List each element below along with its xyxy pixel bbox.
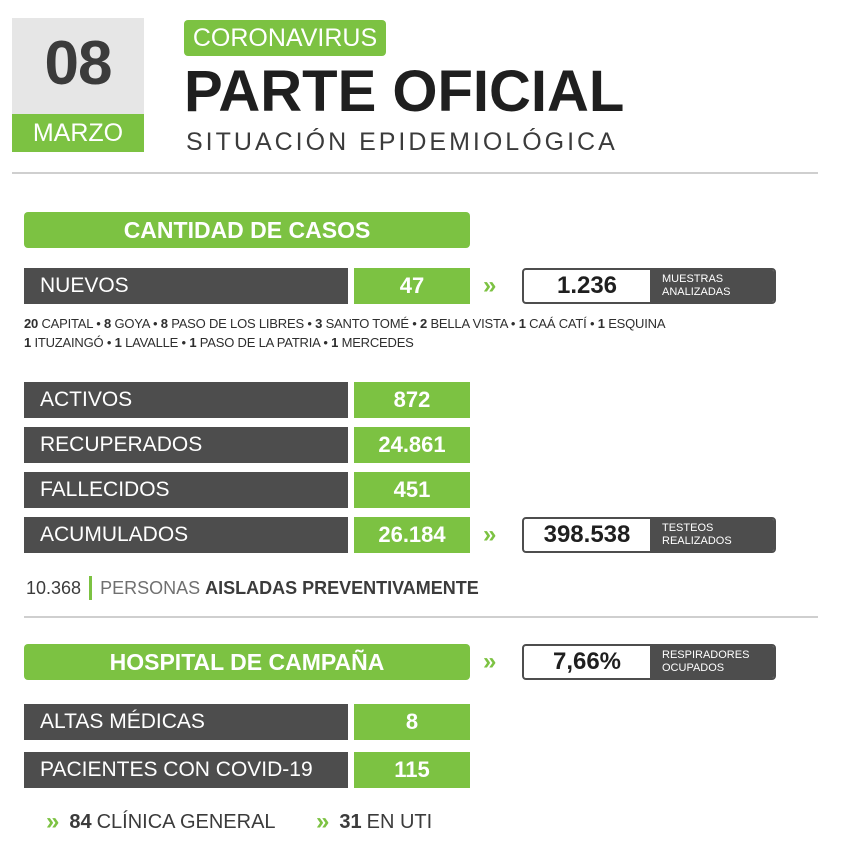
row-value-recuperados: 24.861 xyxy=(354,427,470,463)
breakdown-separator: • xyxy=(149,316,161,331)
double-chevron-right-icon: » xyxy=(483,521,497,548)
testeos-value: 398.538 xyxy=(543,521,631,548)
breakdown-separator: • xyxy=(507,316,519,331)
aisladas-separator xyxy=(89,576,93,600)
row-label-activos: ACTIVOS xyxy=(24,382,348,418)
breakdown-count: 2 xyxy=(420,316,431,331)
double-chevron-right-icon: » xyxy=(483,648,497,675)
muestras-label-1: MUESTRAS xyxy=(662,273,724,285)
row-value-pacientes: 115 xyxy=(354,752,470,788)
aisladas-value: 10.368 xyxy=(26,577,82,598)
uti-label: EN UTI xyxy=(366,810,433,833)
breakdown-place: BELLA VISTA xyxy=(430,316,508,331)
row-value-nuevos: 47 xyxy=(354,268,470,304)
breakdown-count: 1 xyxy=(597,316,609,331)
breakdown-place: LAVALLE xyxy=(125,335,179,350)
testeos-label: TESTEOS REALIZADOS xyxy=(650,519,774,551)
clinica-label: CLÍNICA GENERAL xyxy=(96,810,276,833)
breakdown-count: 1 xyxy=(114,335,126,350)
row-label-fallecidos: FALLECIDOS xyxy=(24,472,348,508)
respiradores-value: 7,66% xyxy=(552,648,622,675)
breakdown-count: 20 xyxy=(24,316,42,331)
breakdown-count: 1 xyxy=(24,335,35,350)
page-subtitle: SITUACIÓN EPIDEMIOLÓGICA xyxy=(186,128,618,156)
double-chevron-right-icon: » xyxy=(316,808,330,835)
date-day: 08 xyxy=(44,29,113,98)
page-title: PARTE OFICIAL xyxy=(184,59,625,124)
muestras-label-2: ANALIZADAS xyxy=(662,286,731,298)
double-chevron-right-icon: » xyxy=(46,808,60,835)
breakdown-place: SANTO TOMÉ xyxy=(325,316,409,331)
muestras-value: 1.236 xyxy=(556,272,618,299)
breakdown-separator: • xyxy=(586,316,598,331)
breakdown-place: PASO DE LOS LIBRES xyxy=(171,316,304,331)
breakdown-place: ITUZAINGÓ xyxy=(34,335,104,350)
breakdown-line-1: 20 CAPITAL • 8 GOYA • 8 PASO DE LOS LIBR… xyxy=(24,316,666,331)
breakdown-place: ESQUINA xyxy=(608,316,666,331)
breakdown-count: 1 xyxy=(518,316,530,331)
breakdown-separator: • xyxy=(408,316,420,331)
testeos-label-1: TESTEOS xyxy=(662,522,714,534)
breakdown-place: CAÁ CATÍ xyxy=(529,316,587,331)
date-month: MARZO xyxy=(12,114,144,152)
respiradores-label-1: RESPIRADORES xyxy=(662,649,750,661)
breakdown-line-2: 1 ITUZAINGÓ • 1 LAVALLE • 1 PASO DE LA P… xyxy=(24,335,414,350)
breakdown-separator: • xyxy=(319,335,332,350)
row-label-acumulados: ACUMULADOS xyxy=(24,517,348,553)
double-chevron-right-icon: » xyxy=(483,272,497,299)
breakdown-place: GOYA xyxy=(114,316,150,331)
row-label-altas: ALTAS MÉDICAS xyxy=(24,704,348,740)
breakdown-separator: • xyxy=(92,316,105,331)
respiradores-label-2: OCUPADOS xyxy=(662,662,725,674)
testeos-label-2: REALIZADOS xyxy=(662,535,732,547)
clinica-line: » 84 CLÍNICA GENERAL xyxy=(46,808,276,836)
breakdown-count: 8 xyxy=(104,316,115,331)
breakdown-place: PASO DE LA PATRIA xyxy=(199,335,320,350)
respiradores-box: 7,66% RESPIRADORES OCUPADOS xyxy=(522,644,776,680)
row-label-pacientes: PACIENTES CON COVID-19 xyxy=(24,752,348,788)
respiradores-label: RESPIRADORES OCUPADOS xyxy=(650,646,774,678)
uti-value: 31 xyxy=(339,810,362,833)
row-value-acumulados: 26.184 xyxy=(354,517,470,553)
muestras-label: MUESTRAS ANALIZADAS xyxy=(650,270,774,302)
row-value-activos: 872 xyxy=(354,382,470,418)
divider-mid xyxy=(24,616,818,618)
breakdown-count: 1 xyxy=(331,335,342,350)
breakdown-count: 3 xyxy=(315,316,326,331)
row-value-fallecidos: 451 xyxy=(354,472,470,508)
section-heading-cases: CANTIDAD DE CASOS xyxy=(24,212,470,248)
row-label-nuevos: NUEVOS xyxy=(24,268,348,304)
divider-top xyxy=(12,172,818,174)
aisladas-text-2: AISLADAS PREVENTIVAMENTE xyxy=(205,577,479,598)
breakdown-separator: • xyxy=(103,335,115,350)
row-value-altas: 8 xyxy=(354,704,470,740)
aisladas-text-1: PERSONAS xyxy=(100,577,201,598)
testeos-box: 398.538 TESTEOS REALIZADOS xyxy=(522,517,776,553)
breakdown-separator: • xyxy=(303,316,316,331)
row-label-recuperados: RECUPERADOS xyxy=(24,427,348,463)
uti-line: » 31 EN UTI xyxy=(316,808,432,836)
clinica-value: 84 xyxy=(69,810,92,833)
muestras-box: 1.236 MUESTRAS ANALIZADAS xyxy=(522,268,776,304)
section-heading-hospital: HOSPITAL DE CAMPAÑA xyxy=(24,644,470,680)
aisladas-line: 10.368 PERSONAS AISLADAS PREVENTIVAMENTE xyxy=(26,576,479,600)
breakdown-count: 8 xyxy=(160,316,172,331)
breakdown-place: CAPITAL xyxy=(41,316,93,331)
breakdown-count: 1 xyxy=(189,335,200,350)
coronavirus-tag: CORONAVIRUS xyxy=(184,20,386,56)
breakdown-place: MERCEDES xyxy=(341,335,414,350)
breakdown-separator: • xyxy=(178,335,190,350)
